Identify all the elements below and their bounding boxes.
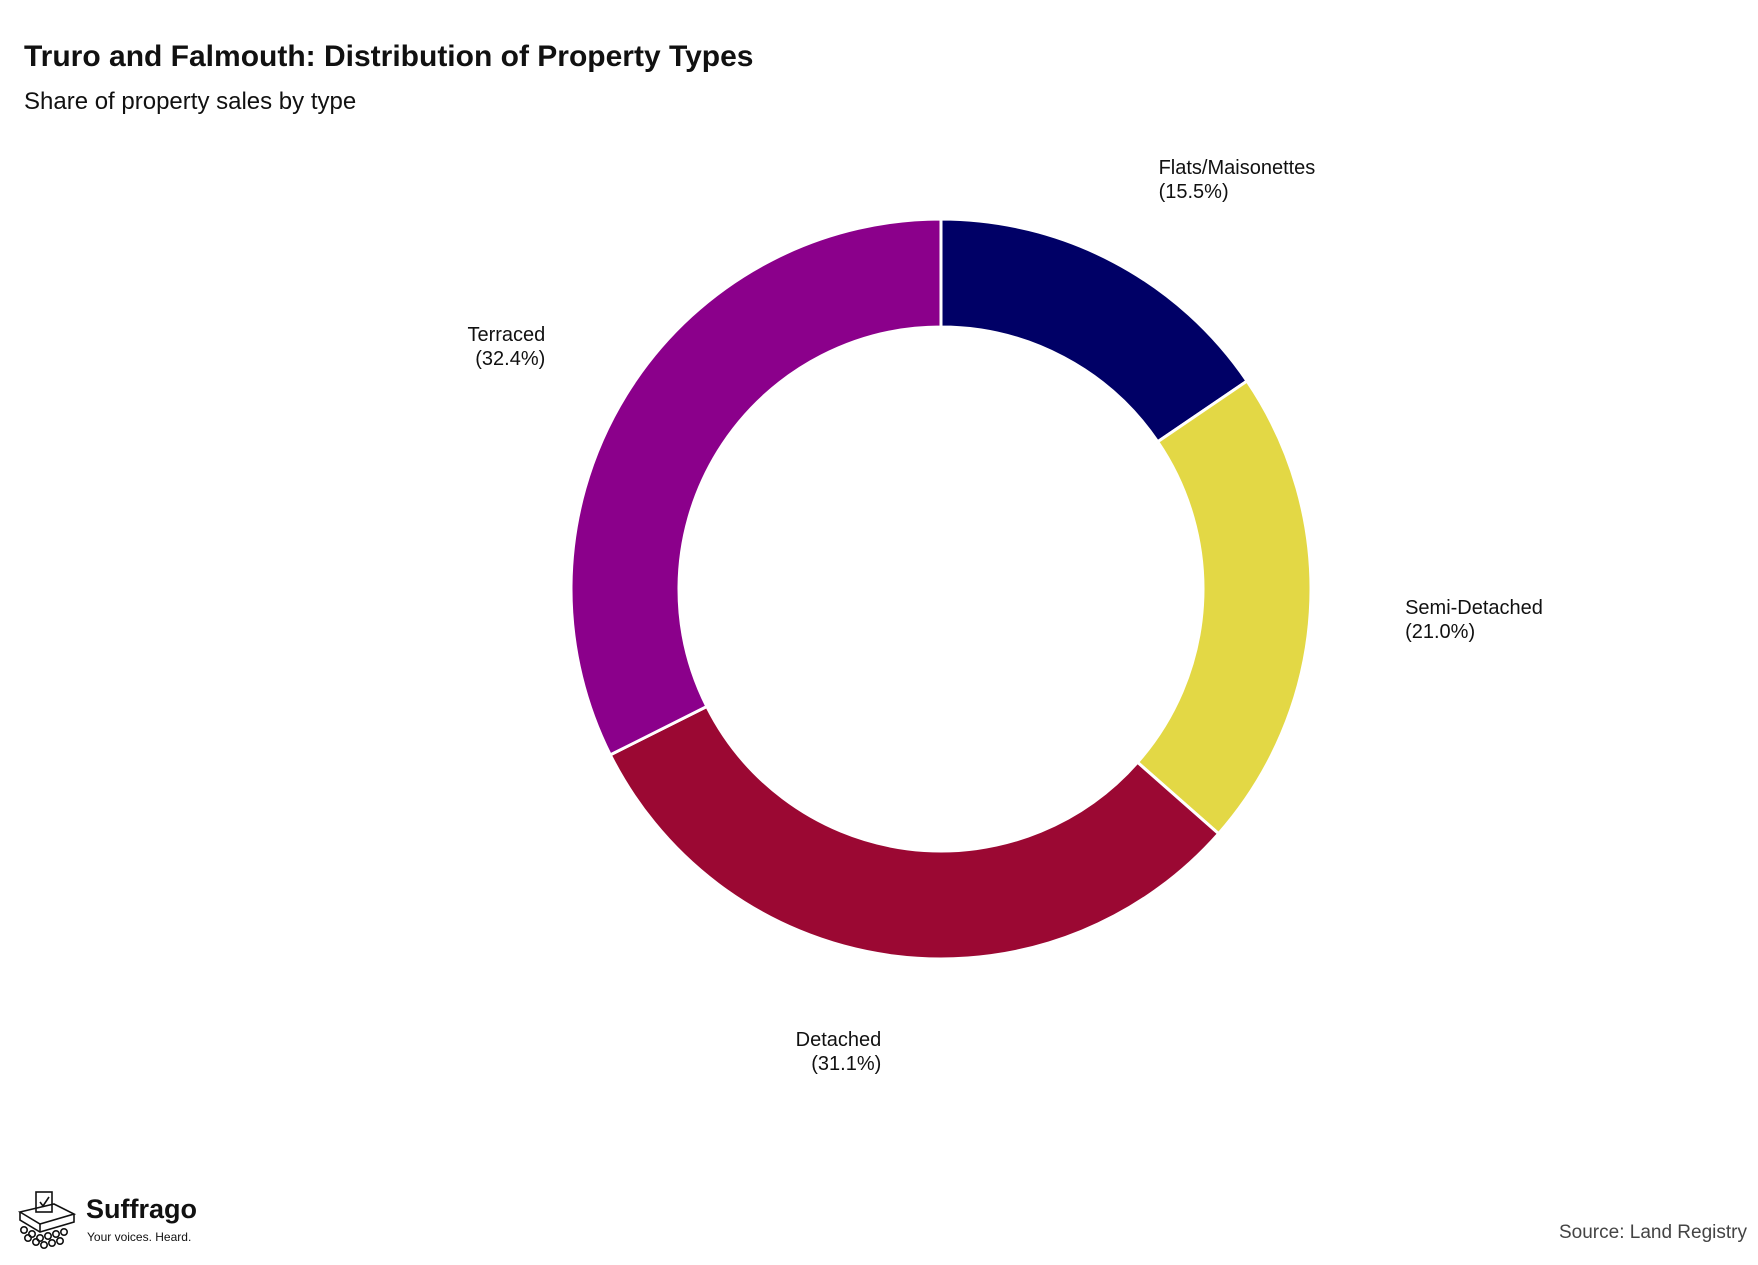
chart-title: Truro and Falmouth: Distribution of Prop…: [24, 40, 754, 73]
slice-label-terraced: Terraced (32.4%): [467, 324, 545, 370]
donut-slices: [569, 217, 1313, 961]
slice-label-value: (32.4%): [475, 348, 545, 370]
slice-label-name: Detached: [796, 1029, 882, 1051]
slice-label-detached: Detached (31.1%): [796, 1029, 882, 1075]
slice-label-name: Flats/Maisonettes: [1159, 157, 1316, 179]
slice-semi-detached: [1135, 378, 1313, 836]
chart-subtitle: Share of property sales by type: [24, 88, 357, 115]
slice-detached: [608, 704, 1221, 961]
brand-tagline: Your voices. Heard.: [87, 1230, 192, 1244]
slice-label-name: Terraced: [467, 324, 545, 346]
brand-name: Suffrago: [86, 1194, 197, 1224]
slice-label-name: Semi-Detached: [1405, 597, 1543, 619]
slice-label-value: (21.0%): [1405, 621, 1475, 643]
slice-labels: Flats/Maisonettes (15.5%) Semi-Detached (21…: [467, 157, 1542, 1075]
slice-label-value: (31.1%): [811, 1053, 881, 1075]
slice-label-flats-maisonettes: Flats/Maisonettes (15.5%): [1159, 157, 1316, 203]
brand-logo: Suffrago Your voices. Heard.: [14, 1190, 214, 1250]
source-note: Source: Land Registry: [1559, 1222, 1747, 1243]
slice-label-semi-detached: Semi-Detached (21.0%): [1405, 597, 1543, 643]
ballot-box-icon: [17, 1191, 77, 1249]
slice-flats-maisonettes: [939, 217, 1250, 444]
slice-terraced: [569, 217, 943, 757]
slice-label-value: (15.5%): [1159, 181, 1229, 203]
